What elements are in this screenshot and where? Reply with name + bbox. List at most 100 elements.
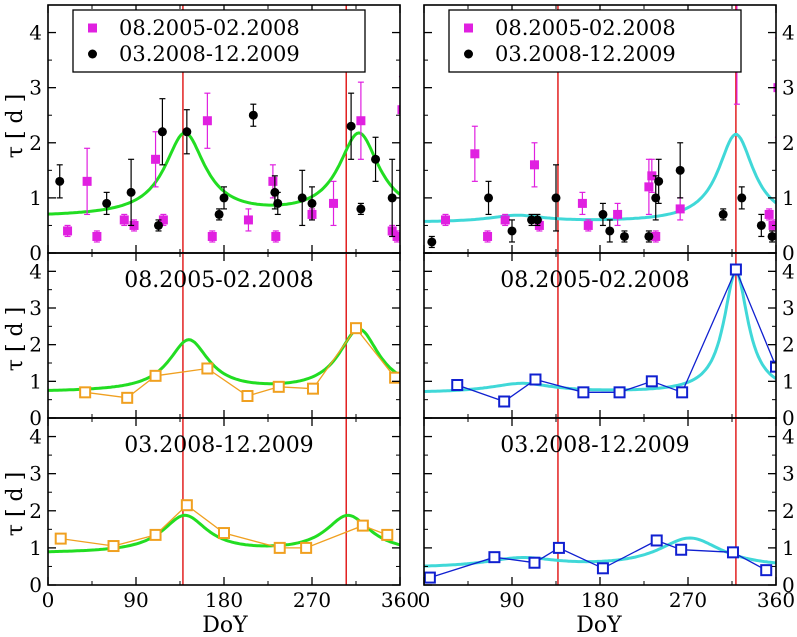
- data-point: [82, 176, 92, 186]
- y-tick-label: 1: [782, 369, 795, 393]
- model-curve: [424, 270, 776, 393]
- data-point: [329, 198, 339, 208]
- data-point: [119, 215, 129, 225]
- data-point: [54, 532, 67, 545]
- y-tick-label: 1: [782, 536, 795, 560]
- data-point: [726, 546, 739, 559]
- data-point: [182, 127, 192, 137]
- y-tick-label: 0: [29, 241, 42, 265]
- data-point: [498, 395, 511, 408]
- data-point: [451, 379, 464, 391]
- legend-marker: [464, 23, 473, 33]
- data-point: [149, 369, 162, 382]
- data-point: [718, 209, 728, 219]
- y-tick-label: 3: [782, 296, 795, 320]
- data-point: [528, 556, 541, 569]
- xlabel-left: DoY: [202, 613, 248, 637]
- data-point: [241, 390, 254, 402]
- data-point: [121, 391, 134, 404]
- x-tick-label: 90: [123, 588, 148, 612]
- y-tick-label: 2: [782, 131, 795, 155]
- ylabel-top: τ [ d ]: [3, 94, 28, 158]
- data-point: [202, 116, 212, 126]
- data-point: [613, 209, 623, 219]
- y-tick-label: 2: [782, 499, 795, 523]
- data-point: [79, 386, 92, 399]
- y-tick-label: 3: [29, 296, 42, 320]
- data-point: [756, 220, 766, 230]
- data-point: [153, 220, 163, 230]
- data-point: [201, 362, 214, 375]
- y-tick-label: 1: [29, 186, 42, 210]
- data-point: [529, 160, 539, 170]
- data-point: [500, 215, 510, 225]
- y-tick-label: 2: [782, 333, 795, 357]
- plot-area-left-top: [48, 5, 400, 253]
- data-point: [397, 105, 400, 115]
- y-tick-label: 4: [782, 425, 795, 449]
- data-point: [350, 322, 362, 335]
- panel-left-bottom: 0 90 180 270 360 0 1 2 3 4 03.2008-12.2009: [29, 417, 419, 612]
- data-point: [55, 176, 65, 186]
- plot-area-right-middle: [424, 253, 776, 418]
- data-point: [760, 564, 773, 577]
- data-point: [392, 231, 400, 241]
- data-point: [650, 534, 663, 547]
- data-point: [92, 231, 102, 241]
- data-point: [424, 571, 436, 584]
- legend-label: 03.2008-12.2009: [495, 42, 676, 66]
- y-tick-label: 1: [29, 369, 42, 393]
- data-point: [126, 187, 136, 197]
- data-point: [214, 209, 224, 219]
- x-tick-label: 270: [669, 588, 707, 612]
- data-point: [102, 198, 112, 208]
- data-point: [346, 121, 356, 131]
- y-tick-label: 3: [782, 462, 795, 486]
- data-point: [644, 231, 654, 241]
- legend-label: 08.2005-02.2008: [119, 16, 300, 40]
- data-point: [149, 528, 162, 541]
- data-point: [764, 209, 774, 219]
- data-point: [300, 541, 313, 554]
- data-point: [483, 231, 493, 241]
- legend-box: [72, 9, 366, 73]
- y-tick-label: 3: [782, 76, 795, 100]
- x-tick-label: 270: [293, 588, 331, 612]
- data-point: [676, 386, 689, 399]
- data-point: [488, 551, 501, 564]
- x-tick-label: 90: [499, 588, 524, 612]
- data-point: [273, 198, 283, 208]
- data-point: [596, 562, 609, 575]
- data-point: [737, 193, 747, 203]
- data-point: [218, 527, 230, 540]
- plot-area-right-bottom: [424, 418, 776, 585]
- data-point: [441, 215, 451, 225]
- data-point: [729, 263, 742, 276]
- data-point: [356, 204, 366, 214]
- legend-marker: [464, 49, 473, 59]
- ylabel-bottom: τ [ d ]: [3, 472, 28, 536]
- panel-label: 08.2005-02.2008: [500, 268, 689, 293]
- model-curve: [48, 513, 400, 554]
- data-point: [356, 116, 366, 126]
- y-tick-label: 3: [29, 76, 42, 100]
- data-point: [180, 499, 193, 512]
- data-point: [307, 198, 317, 208]
- data-point: [770, 360, 776, 373]
- legend-label: 08.2005-02.2008: [495, 16, 676, 40]
- panel-label: 03.2008-12.2009: [500, 433, 689, 458]
- y-tick-label: 4: [29, 425, 42, 449]
- data-point: [613, 386, 626, 399]
- series-2: [55, 92, 397, 238]
- ylabel-middle: τ [ d ]: [3, 307, 28, 371]
- data-point: [484, 193, 494, 203]
- data-point: [645, 375, 658, 388]
- data-point: [248, 110, 258, 120]
- data-point: [675, 165, 685, 175]
- data-point: [371, 154, 381, 164]
- data-point: [381, 528, 394, 541]
